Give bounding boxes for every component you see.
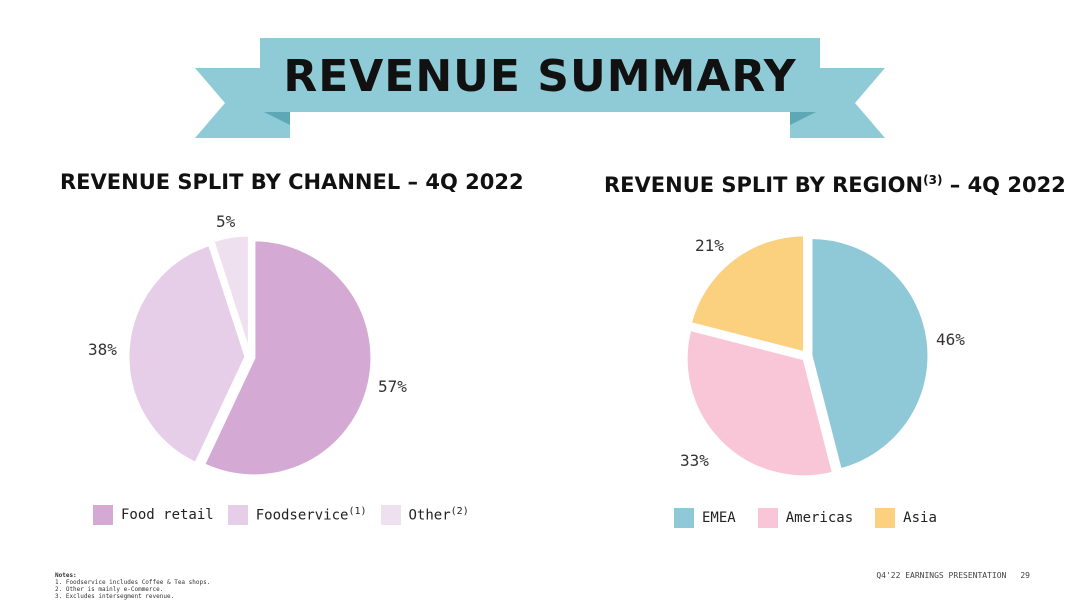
channel-pie (126, 233, 374, 478)
pie-slice-food-retail (201, 238, 374, 478)
pie-slice-americas (684, 327, 836, 479)
legend-americas: Americas (785, 510, 854, 526)
note-1: 1. Foodservice includes Coffee & Tea sho… (55, 579, 211, 586)
pie-slice-emea (809, 235, 931, 472)
pie-slice-asia (688, 233, 807, 355)
foodservice-pct: 38% (88, 340, 117, 359)
channel-legend: Food retail Foodservice(1) Other(2) (93, 505, 469, 525)
page-number: 29 (1020, 571, 1030, 580)
notes-heading: Notes: (55, 572, 77, 579)
asia-swatch (875, 508, 896, 528)
emea-pct: 46% (936, 330, 965, 349)
other-swatch (380, 505, 401, 525)
region-pie (684, 233, 931, 479)
notes: Notes: 1. Foodservice includes Coffee & … (55, 572, 210, 600)
pie-slice-other (211, 233, 251, 354)
americas-pct: 33% (680, 451, 709, 470)
pie-slice-foodservice (126, 242, 248, 466)
legend-emea: EMEA (702, 510, 736, 526)
page-title: REVENUE SUMMARY (283, 50, 797, 102)
emea-swatch (674, 508, 694, 528)
legend-foodservice: Foodservice(1) (255, 506, 367, 524)
note-3: 3. Excludes intersegment revenue. (55, 593, 175, 600)
foodservice-swatch (227, 505, 248, 525)
footer: Q4'22 EARNINGS PRESENTATION 29 (876, 571, 1030, 580)
region-title-text: REVENUE SPLIT BY REGION (604, 173, 924, 197)
other-pct: 5% (216, 212, 236, 231)
food-retail-pct: 57% (378, 377, 407, 396)
note-2: 2. Other is mainly e-Commerce. (55, 586, 164, 593)
asia-pct: 21% (695, 236, 724, 255)
footer-label: Q4'22 EARNINGS PRESENTATION (876, 571, 1007, 580)
region-title-suffix: – 4Q 2022 (942, 173, 1066, 197)
region-legend: EMEA Americas Asia (674, 508, 937, 528)
americas-swatch (757, 508, 778, 528)
legend-food-retail: Food retail (121, 507, 214, 523)
food-retail-swatch (93, 505, 113, 525)
region-title-sup: (3) (923, 173, 943, 187)
region-chart-title: REVENUE SPLIT BY REGION(3) – 4Q 2022 (604, 173, 1066, 197)
legend-asia: Asia (903, 510, 937, 526)
channel-chart-title: REVENUE SPLIT BY CHANNEL – 4Q 2022 (60, 170, 524, 194)
legend-other: Other(2) (408, 506, 469, 524)
